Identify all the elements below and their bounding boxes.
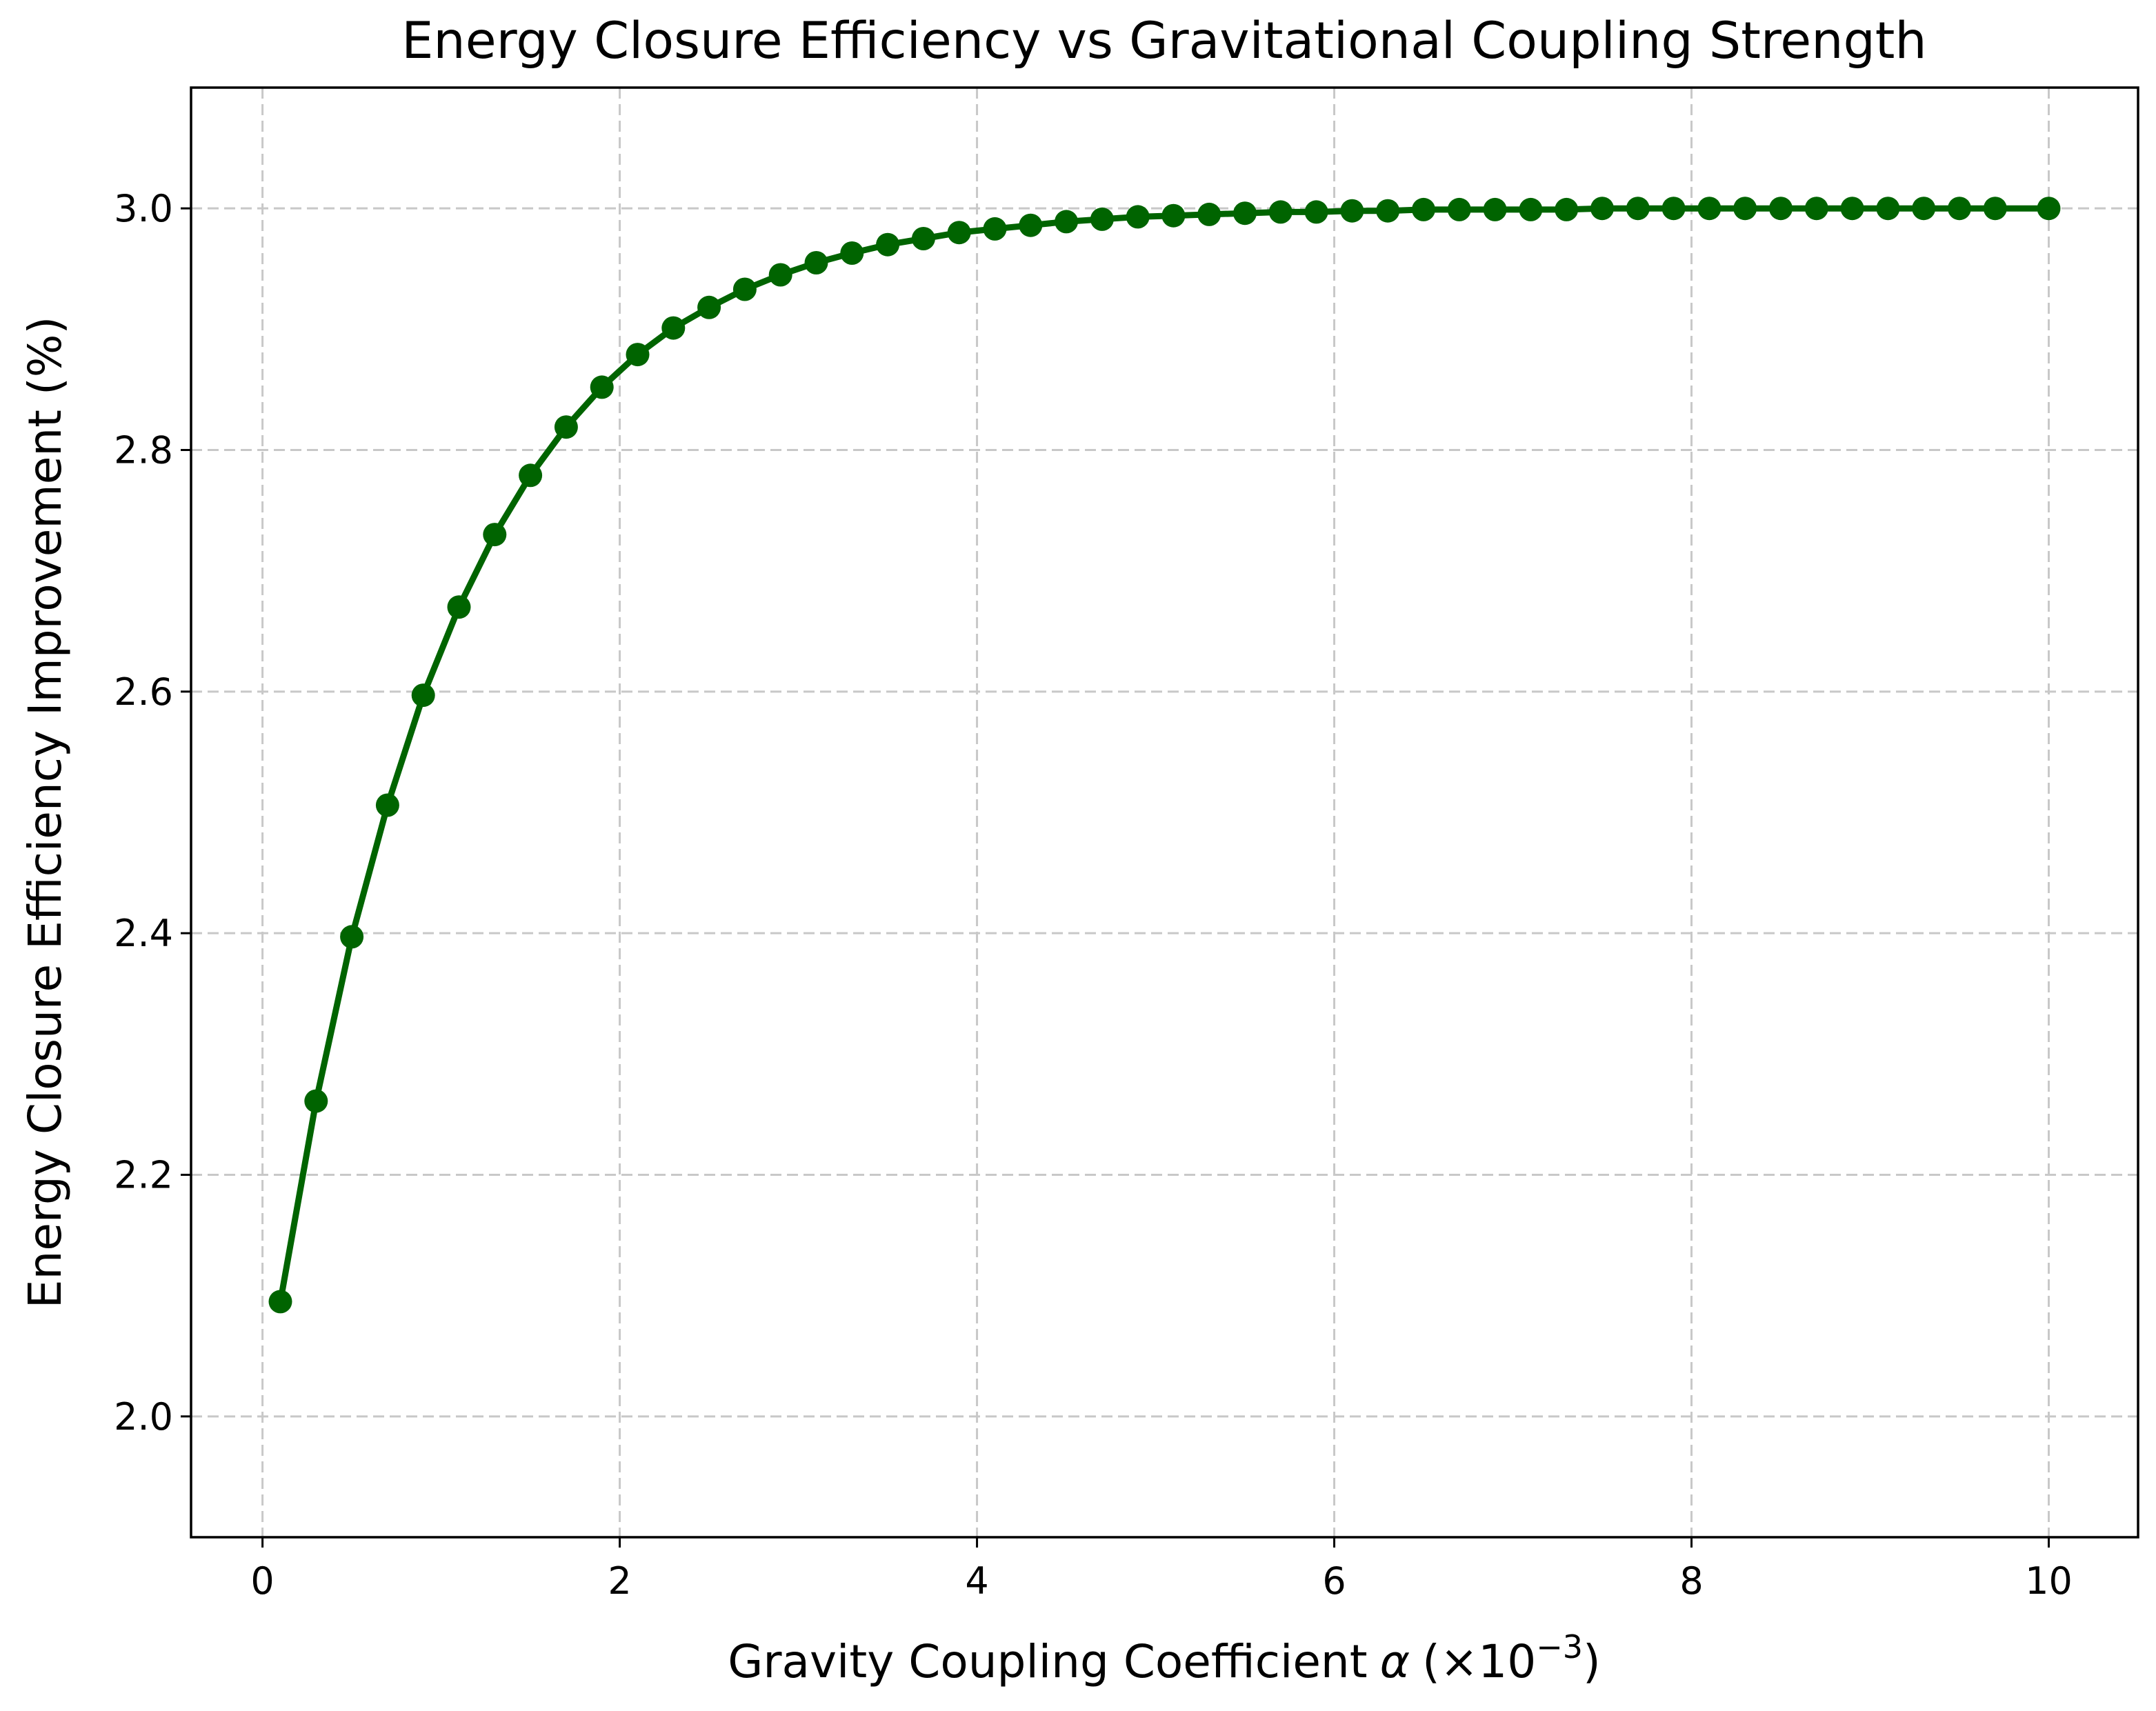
series-layer [268, 197, 2061, 1314]
y-tick-label: 2.8 [114, 429, 173, 472]
y-axis-label: Energy Closure Efficiency Improvement (%… [19, 317, 72, 1308]
data-point [1412, 197, 1435, 221]
y-tick-label: 3.0 [114, 187, 173, 230]
data-point [697, 295, 721, 319]
data-point [768, 263, 792, 287]
data-point [1590, 197, 1614, 221]
data-point [1661, 197, 1686, 221]
y-tick-label: 2.2 [114, 1154, 173, 1197]
data-point [268, 1290, 292, 1314]
data-point [1340, 199, 1364, 223]
x-axis-label-unit-suffix: ) [1583, 1635, 1601, 1688]
data-point [1804, 197, 1828, 221]
axes-frame [190, 86, 2139, 1539]
y-tick-label: 2.0 [114, 1395, 173, 1439]
data-point [626, 343, 650, 367]
data-point [1519, 197, 1543, 221]
y-tick-label: 2.6 [114, 670, 173, 714]
data-point [519, 463, 543, 488]
data-point [1090, 207, 1114, 231]
data-point [483, 523, 507, 547]
data-point [1733, 197, 1757, 221]
tick-layer: 0 2 4 6 8 10 2.0 2.2 2.4 2.6 2.8 3.0 [114, 187, 2073, 1603]
data-point [804, 251, 828, 274]
data-point [876, 232, 900, 257]
data-point [304, 1089, 328, 1113]
data-point [1626, 197, 1650, 221]
data-point [947, 221, 971, 245]
data-point [447, 595, 471, 619]
data-point [1161, 203, 1186, 228]
data-point [1233, 201, 1257, 226]
data-point [1483, 197, 1507, 221]
data-point [1769, 197, 1793, 221]
x-tick-label: 10 [2025, 1559, 2073, 1603]
data-point [1055, 210, 1079, 234]
data-point [1304, 200, 1328, 224]
x-tick-label: 8 [1679, 1559, 1703, 1603]
data-point [1197, 202, 1221, 226]
data-point [1948, 197, 1971, 221]
data-point [1840, 197, 1864, 221]
grid-layer [191, 88, 2138, 1537]
data-point [554, 415, 578, 439]
chart-title: Energy Closure Efficiency vs Gravitation… [401, 12, 1926, 70]
data-point [1983, 197, 2007, 221]
x-axis-label-unit-exponent: −3 [1536, 1628, 1583, 1665]
y-tick-label: 2.4 [114, 912, 173, 955]
x-tick-label: 2 [608, 1559, 631, 1603]
data-point [1555, 197, 1579, 221]
data-point [1268, 200, 1292, 224]
data-point [1019, 213, 1043, 237]
data-point [1447, 197, 1471, 221]
x-axis-label-text: Gravity Coupling Coefficient [728, 1635, 1367, 1688]
data-point [1912, 197, 1936, 221]
data-point [340, 925, 364, 949]
data-point [2037, 197, 2061, 221]
x-axis-label-unit-prefix: (×10 [1422, 1635, 1536, 1688]
data-point [411, 683, 435, 708]
data-point [1126, 205, 1150, 229]
data-point [911, 227, 935, 250]
data-point [590, 375, 614, 399]
x-axis-label: Gravity Coupling Coefficient α (×10−3) [728, 1628, 1601, 1688]
data-point [983, 217, 1007, 241]
data-point [1697, 197, 1721, 221]
x-tick-label: 4 [965, 1559, 988, 1603]
x-tick-label: 0 [250, 1559, 274, 1603]
data-point [840, 241, 864, 265]
data-point [661, 316, 686, 340]
data-point [375, 793, 399, 817]
data-point [1876, 197, 1900, 221]
data-point [732, 277, 757, 301]
data-point [1376, 199, 1400, 223]
x-tick-label: 6 [1322, 1559, 1346, 1603]
x-axis-label-symbol: α [1380, 1635, 1410, 1688]
